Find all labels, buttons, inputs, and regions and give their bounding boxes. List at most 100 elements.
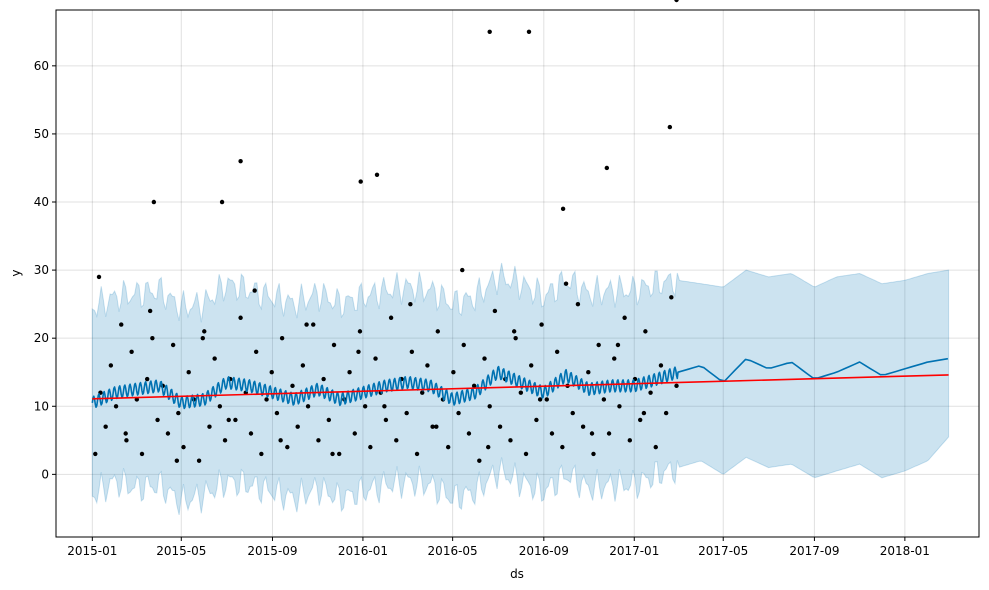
y-tick-label: 20 [34,331,49,345]
observed-point [456,410,461,416]
observed-point [207,424,212,429]
y-tick-label: 30 [34,263,49,277]
observed-point [259,451,264,457]
observed-point [394,438,399,443]
observed-point [513,335,518,341]
observed-point [285,444,290,450]
observed-point [508,438,513,443]
observed-point [674,383,679,389]
observed-point [537,397,543,402]
observed-point [300,363,306,368]
observed-point [461,342,466,348]
observed-point [278,438,283,443]
observed-point [337,451,342,457]
observed-point [487,29,492,34]
observed-point [311,322,316,327]
observed-point [653,444,658,450]
observed-point [663,410,669,416]
observed-point [331,342,337,348]
observed-point [575,301,581,307]
y-axis: 0 10 20 30 40 50 60 [34,59,56,481]
observed-point [123,431,128,436]
observed-point [606,431,612,436]
observed-point [150,335,155,341]
observed-point [518,390,524,395]
x-tick-label: 2017-01 [609,544,659,558]
x-tick-label: 2017-09 [789,544,839,558]
observed-point [93,451,98,457]
observed-point [357,329,363,334]
observed-point [497,424,503,429]
observed-point [253,349,259,355]
observed-point [368,444,373,450]
observed-point [560,206,566,212]
grid-lines [56,10,979,537]
observed-point [445,444,451,450]
observed-point [529,363,534,368]
y-tick-label: 60 [34,59,49,73]
observed-point [326,417,332,423]
observed-point [196,458,202,463]
observed-point [202,329,207,334]
observed-point [622,315,627,320]
observed-point [641,410,647,416]
observed-point [347,370,352,375]
observed-point [352,431,357,436]
observed-point [290,383,295,389]
observed-point [627,438,633,443]
observed-point [466,431,472,436]
trend-path [92,374,949,400]
observed-point [269,370,274,375]
observed-point [103,424,108,429]
observed-point [222,438,228,443]
y-axis-title: y [9,269,23,276]
observed-point [591,451,596,457]
x-tick-label: 2016-09 [519,544,569,558]
observed-point [554,349,560,355]
observed-point [304,322,309,327]
observed-point [305,404,311,409]
observed-point [238,158,243,164]
x-tick-label: 2017-05 [698,544,748,558]
observed-point [477,458,482,463]
observed-point [200,335,205,341]
x-tick-label: 2016-01 [338,544,388,558]
observed-point [430,424,435,429]
observed-point [414,451,420,457]
observed-point [139,451,145,457]
observed-point [155,417,160,423]
observed-point [658,363,664,368]
observed-point [129,349,134,355]
observed-point [212,356,217,361]
forecast-line [91,357,949,410]
observed-point [526,29,532,34]
observed-point [563,281,569,286]
observed-point [383,417,389,423]
observed-point [176,410,181,416]
observed-point [119,322,124,327]
observed-point [113,404,119,409]
observed-point [170,342,176,348]
observed-point [669,295,674,300]
observed-point [420,390,425,395]
observed-point [486,444,491,450]
observed-point [264,397,269,402]
observed-point [186,370,191,375]
observed-point [174,458,180,463]
y-tick-label: 10 [34,399,49,413]
y-tick-label: 0 [41,467,49,481]
observed-point [434,424,439,429]
observed-point [615,342,621,348]
observed-point [388,315,394,320]
x-tick-label: 2018-01 [880,544,930,558]
observed-point [321,376,326,382]
observed-point [248,431,254,436]
observed-point [580,424,586,429]
observed-points [93,0,679,463]
observed-point [362,404,368,409]
observed-point [404,410,409,416]
observed-point [511,329,517,334]
observed-point [523,451,529,457]
observed-point [596,342,601,348]
